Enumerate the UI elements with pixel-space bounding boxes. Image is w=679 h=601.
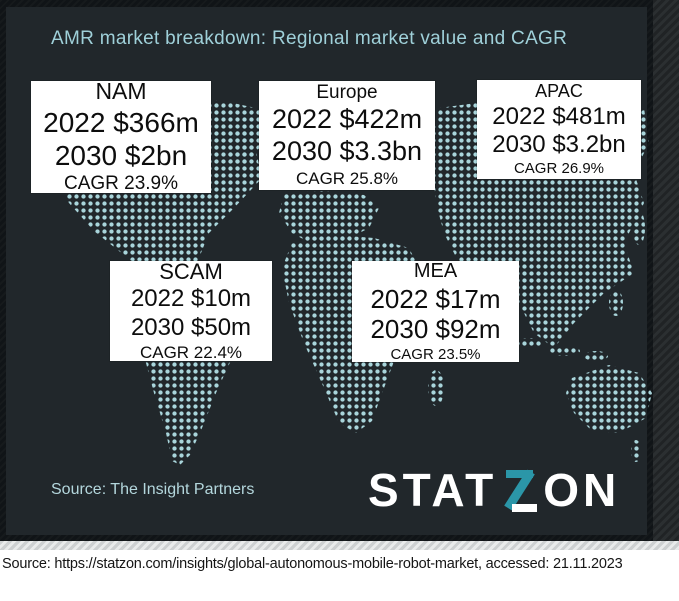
island-japan [633,211,645,245]
region-cagr: CAGR 23.5% [390,345,481,363]
frame-shadow-right [653,0,679,547]
region-card-mea: MEA 2022 $17m 2030 $92m CAGR 23.5% [352,259,519,363]
region-name: NAM [95,78,147,105]
region-name: MEA [413,259,458,282]
region-card-apac: APAC 2022 $481m 2030 $3.2bn CAGR 26.9% [477,80,641,179]
continent-australia [566,365,652,433]
source-note: Source: The Insight Partners [51,481,255,498]
region-value-2022: 2022 $422m [271,104,423,135]
region-name: Europe [316,81,378,103]
region-value-2030: 2030 $50m [130,313,252,341]
region-card-europe: Europe 2022 $422m 2030 $3.3bn CAGR 25.8% [259,81,435,190]
region-value-2022: 2022 $17m [370,283,501,314]
region-cagr: CAGR 25.8% [295,169,399,189]
island-indonesia-3 [584,351,608,361]
region-value-2022: 2022 $10m [130,285,252,313]
region-cagr: CAGR 22.4% [139,343,243,363]
region-value-2022: 2022 $366m [43,107,199,138]
logo-text-right: ON [543,464,621,516]
island-madagascar [428,370,444,406]
region-value-2030: 2030 $2bn [54,140,188,172]
region-card-nam: NAM 2022 $366m 2030 $2bn CAGR 23.9% [31,78,211,194]
island-indonesia-1 [515,338,543,348]
statzon-logo: STAT ON [368,462,620,518]
infographic-title: AMR market breakdown: Regional market va… [51,28,568,49]
frame-shadow-bottom [0,541,679,550]
region-cagr: CAGR 23.9% [63,173,179,195]
region-value-2030: 2030 $3.3bn [271,136,423,167]
region-value-2030: 2030 $92m [370,314,501,345]
region-value-2030: 2030 $3.2bn [492,131,626,158]
region-name: APAC [535,81,583,102]
region-card-scam: SCAM 2022 $10m 2030 $50m CAGR 22.4% [110,258,272,363]
logo-z-icon [504,469,538,512]
region-name: SCAM [159,258,223,284]
region-value-2022: 2022 $481m [492,102,626,130]
image-caption: Source: https://statzon.com/insights/glo… [2,556,623,572]
island-new-zealand [631,440,641,462]
continent-europe [279,191,379,245]
logo-text-left: STAT [368,464,498,516]
island-indonesia-2 [548,346,580,356]
region-cagr: CAGR 26.9% [513,160,605,178]
island-greenland [227,126,257,173]
island-philippines [609,290,623,316]
